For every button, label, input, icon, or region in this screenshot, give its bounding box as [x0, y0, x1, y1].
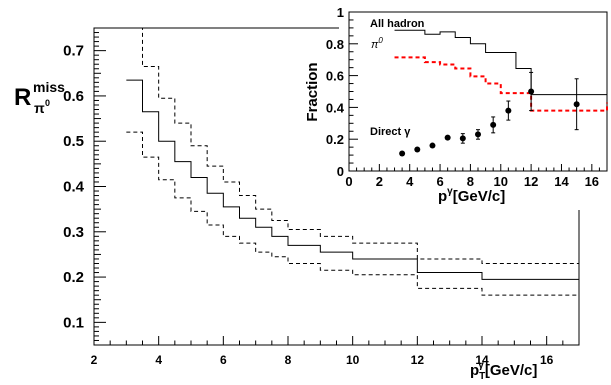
inset-x-tick-label: 6 [436, 174, 443, 189]
inset-plot: 0 2 4 6 8 10 12 14 16 00.20.40.60.81 All hadron … [304, 2, 611, 210]
main-y-axis-label: R miss π 0 [14, 79, 65, 116]
main-series-band-edge [126, 131, 579, 296]
main-series-band-edge [126, 27, 579, 264]
inset-y-tick-label: 0 [337, 164, 344, 179]
main-y-tick-label: 0.1 [63, 314, 84, 331]
annotation-pi0-symbol: π [371, 39, 379, 51]
direct-gamma-point [399, 150, 406, 157]
inset-x-tick-label: 0 [345, 174, 352, 189]
direct-gamma-point [573, 101, 580, 108]
inset-y-axis-label: Fraction [304, 62, 321, 121]
all-hadron-fraction-line [394, 29, 608, 96]
main-y-tick-label: 0.2 [63, 269, 84, 286]
direct-gamma-point [414, 146, 421, 153]
main-x-tick-label: 16 [540, 353, 554, 367]
direct-gamma-point [444, 134, 451, 141]
main-y-tick-label: 0.7 [63, 43, 84, 60]
pi0-fraction-line [394, 56, 608, 112]
inset-y-tick-label: 0.2 [326, 132, 344, 147]
main-plot: 2 4 6 8 10 12 14 16 0.10.20.30.40.50.60.7 pTγ[G… [14, 27, 580, 382]
main-y-tick-label: 0.3 [63, 224, 84, 241]
main-x-axis: 2 4 6 8 10 12 14 16 [91, 336, 580, 367]
main-x-label-main: p [470, 362, 479, 379]
main-y-tick-label: 0.6 [63, 88, 84, 105]
inset-x-tick-label: 14 [554, 174, 569, 189]
main-x-label-unit: [GeV/c] [485, 362, 538, 379]
direct-gamma-point [490, 121, 497, 128]
inset-series-group [394, 29, 608, 157]
inset-x-axis-label: pγ[GeV/c] [438, 186, 505, 205]
main-y-label-sub: π [34, 100, 45, 116]
main-x-tick-label: 12 [411, 353, 425, 367]
inset-x-tick-label: 8 [467, 174, 474, 189]
main-y-axis: 0.1 0.2 0.3 0.4 0.5 0.6 0.7 [63, 27, 106, 346]
main-y-label-main: R [14, 84, 31, 111]
inset-y-tick-label: 0.4 [326, 100, 345, 115]
inset-x-tick-label: 2 [376, 174, 383, 189]
annotation-all-hadron: All hadron [370, 18, 425, 30]
inset-x-axis: 0 2 4 6 8 10 12 14 16 [345, 164, 608, 189]
main-x-axis-label: pTγ[GeV/c] [470, 360, 537, 380]
inset-x-label-main: p [438, 188, 447, 205]
inset-y-axis: 0 0.2 0.4 0.6 0.8 1 [326, 5, 358, 179]
main-x-label-sub: T [479, 371, 485, 380]
inset-plot-background [339, 2, 611, 210]
direct-gamma-point [429, 142, 436, 149]
annotation-pi0-sup: 0 [378, 36, 383, 45]
main-y-label-subsup: 0 [45, 98, 50, 108]
main-x-tick-label: 8 [285, 353, 292, 367]
main-x-tick-label: 2 [91, 353, 98, 367]
main-series-central [126, 79, 579, 280]
direct-gamma-point [505, 107, 512, 114]
inset-x-tick-label: 16 [585, 174, 599, 189]
annotation-pi0: π0 [371, 36, 383, 51]
direct-gamma-point [475, 131, 481, 138]
main-x-tick-label: 6 [220, 353, 227, 367]
inset-x-tick-label: 12 [524, 174, 538, 189]
main-y-label-sup: miss [33, 79, 65, 95]
inset-x-tick-label: 4 [406, 174, 414, 189]
annotation-direct-gamma: Direct γ [370, 126, 411, 138]
main-x-tick-label: 10 [346, 353, 360, 367]
main-x-tick-label: 14 [475, 353, 489, 367]
inset-x-tick-label: 10 [494, 174, 508, 189]
direct-gamma-point [528, 88, 535, 95]
main-x-tick-label: 4 [155, 353, 162, 367]
direct-gamma-point [459, 135, 466, 142]
inset-y-tick-label: 1 [337, 5, 344, 20]
main-series-group [126, 27, 579, 296]
main-x-label-sup: γ [478, 360, 484, 371]
inset-y-tick-label: 0.8 [326, 37, 344, 52]
inset-x-label-sup: γ [447, 186, 453, 197]
inset-y-tick-label: 0.6 [326, 69, 344, 84]
inset-x-label-unit: [GeV/c] [453, 188, 506, 205]
main-y-tick-label: 0.5 [63, 133, 84, 150]
main-y-tick-label: 0.4 [63, 179, 85, 196]
